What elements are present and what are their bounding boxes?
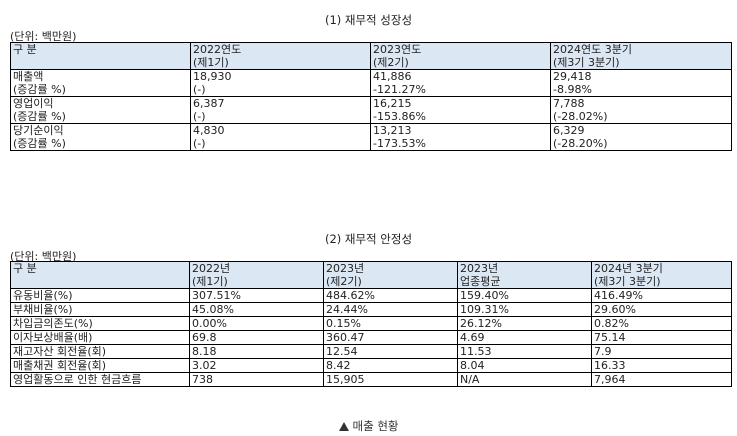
image-caption: 매출 현황 xyxy=(0,418,737,434)
table-cell: 0.00% xyxy=(189,316,324,331)
table-cell: 75.14 xyxy=(591,330,732,345)
row-label: 부채비율(%) xyxy=(10,302,190,317)
header-cell: 2024년 3분기 (제3기 3분기) xyxy=(591,261,732,289)
table-cell: 26.12% xyxy=(457,316,592,331)
header-cell: 2022연도 (제1기) xyxy=(190,42,371,70)
row-label: 당기순이익 (증감률 %) xyxy=(13,124,66,150)
table-cell: 6,329 (-28.20%) xyxy=(550,123,732,151)
header-cell: 구 분 xyxy=(10,261,190,289)
table-cell: 11.53 xyxy=(457,344,592,359)
table-cell: 0.82% xyxy=(591,316,732,331)
table-cell: 738 xyxy=(189,372,324,387)
caption-text: 매출 현황 xyxy=(352,419,399,433)
row-label: 이자보상배율(배) xyxy=(10,330,190,345)
section2-title: (2) 재무적 안정성 xyxy=(324,232,413,246)
table-row: 당기순이익 (증감률 %) 4,830 (-) 13,213 -173.53% 6,3… xyxy=(11,123,732,151)
table-row: 차입금의존도(%) 0.00% 0.15% 26.12% 0.82% xyxy=(10,316,732,331)
table-cell: 109.31% xyxy=(457,302,592,317)
table-cell: 8.18 xyxy=(189,344,324,359)
row-label: 매출액 (증감률 %) xyxy=(10,69,191,97)
table-cell: 416.49% xyxy=(591,288,732,303)
table-cell: 6,387 (-) xyxy=(190,96,371,124)
table-cell: 29,418 -8.98% xyxy=(550,69,732,97)
table-cell: 41,886 -121.27% xyxy=(370,69,551,97)
row-label: 차입금의존도(%) xyxy=(10,316,190,331)
table-row: 매출채권 회전율(회) 3.02 8.42 8.04 16.33 xyxy=(10,358,732,373)
table-cell: N/A xyxy=(457,372,592,387)
table-cell: 18,930 (-) xyxy=(190,69,371,97)
growth-table: 구 분 2022연도 (제1기) 2023연도 (제2기) 2024연도 3분기 (제… xyxy=(10,42,732,151)
row-label: 영업활동으로 인한 현금흐름 xyxy=(13,373,142,386)
table-row: 영업이익 (증감률 %) 6,387 (-) 16,215 -153.86% 7,78… xyxy=(10,96,732,124)
header-cell: 2023년 (제2기) xyxy=(323,261,458,289)
table-cell: 45.08% xyxy=(189,302,324,317)
section2-unit: (단위: 백만원) xyxy=(10,250,77,263)
stability-table: 구 분 2022년 (제1기) 2023년 (제2기) 2023년 업종평균 2024… xyxy=(10,261,732,387)
table-row: 영업활동으로 인한 현금흐름 738 15,905 N/A 7,964 xyxy=(11,372,732,387)
table-cell: 4.69 xyxy=(457,330,592,345)
table-row: 이자보상배율(배) 69.8 360.47 4.69 75.14 xyxy=(10,330,732,345)
table-cell: 8.04 xyxy=(457,358,592,373)
triangle-up-icon xyxy=(338,422,349,431)
table-cell: 360.47 xyxy=(323,330,458,345)
row-label: 매출채권 회전율(회) xyxy=(10,358,190,373)
table-cell: 7,788 (-28.02%) xyxy=(550,96,732,124)
table-row: 재고자산 회전율(회) 8.18 12.54 11.53 7.9 xyxy=(10,344,732,359)
table-cell: 484.62% xyxy=(323,288,458,303)
table-row: 부채비율(%) 45.08% 24.44% 109.31% 29.60% xyxy=(10,302,732,317)
table-cell: 7,964 xyxy=(591,372,732,387)
table-cell: 0.15% xyxy=(323,316,458,331)
table-row: 매출액 (증감률 %) 18,930 (-) 41,886 -121.27% 29,4… xyxy=(10,69,732,97)
table-cell: 24.44% xyxy=(323,302,458,317)
section1-title: (1) 재무적 성장성 xyxy=(324,13,413,27)
growth-table-header: 구 분 2022연도 (제1기) 2023연도 (제2기) 2024연도 3분기 (제… xyxy=(10,42,732,70)
table-cell: 69.8 xyxy=(189,330,324,345)
section1-unit: (단위: 백만원) xyxy=(10,30,77,43)
table-cell: 3.02 xyxy=(189,358,324,373)
header-cell: 2024연도 3분기 (제3기 3분기) xyxy=(550,42,732,70)
table-cell: 8.42 xyxy=(323,358,458,373)
header-cell: 2023연도 (제2기) xyxy=(370,42,551,70)
table-cell: 307.51% xyxy=(189,288,324,303)
table-cell: 159.40% xyxy=(457,288,592,303)
stability-table-header: 구 분 2022년 (제1기) 2023년 (제2기) 2023년 업종평균 2024… xyxy=(10,261,732,289)
table-cell: 4,830 (-) xyxy=(190,123,371,151)
table-cell: 16.33 xyxy=(591,358,732,373)
header-cell: 2023년 업종평균 xyxy=(457,261,592,289)
table-cell: 15,905 xyxy=(323,372,458,387)
table-cell: 7.9 xyxy=(591,344,732,359)
row-label: 재고자산 회전율(회) xyxy=(10,344,190,359)
table-cell: 29.60% xyxy=(591,302,732,317)
table-cell: 12.54 xyxy=(323,344,458,359)
table-cell: 13,213 -173.53% xyxy=(370,123,551,151)
header-cell: 구 분 xyxy=(10,42,191,70)
table-cell: 16,215 -153.86% xyxy=(370,96,551,124)
row-label: 영업이익 (증감률 %) xyxy=(10,96,191,124)
header-cell: 2022년 (제1기) xyxy=(189,261,324,289)
table-row: 유동비율(%) 307.51% 484.62% 159.40% 416.49% xyxy=(10,288,732,303)
row-label: 유동비율(%) xyxy=(10,288,190,303)
